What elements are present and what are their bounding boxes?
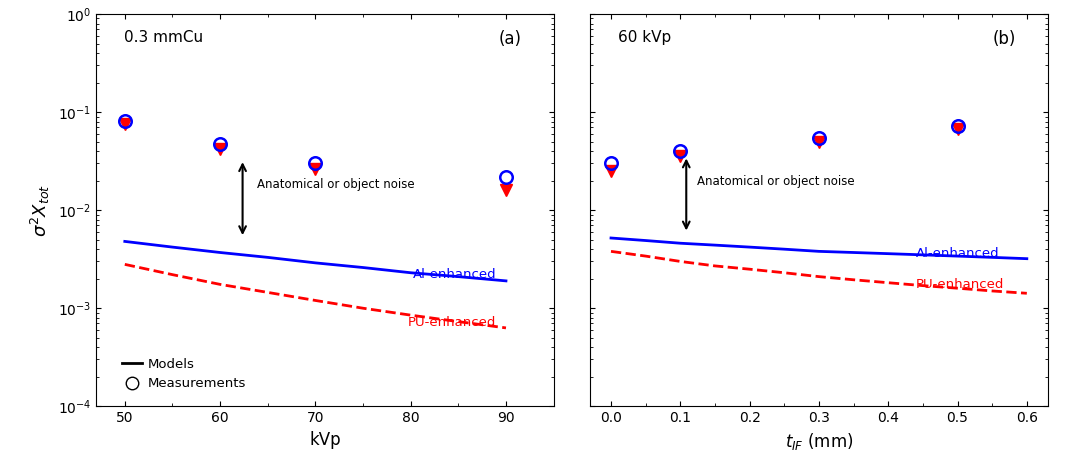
- Text: 60 kVp: 60 kVp: [618, 30, 671, 45]
- Text: 0.3 mmCu: 0.3 mmCu: [124, 30, 203, 45]
- X-axis label: $t_{IF}$ (mm): $t_{IF}$ (mm): [785, 431, 853, 452]
- Text: PU-enhanced: PU-enhanced: [408, 316, 496, 329]
- Y-axis label: $\sigma^2 X_{tot}$: $\sigma^2 X_{tot}$: [29, 184, 52, 237]
- Text: Al-enhanced: Al-enhanced: [916, 247, 1000, 260]
- Text: Anatomical or object noise: Anatomical or object noise: [257, 178, 415, 191]
- Text: Anatomical or object noise: Anatomical or object noise: [697, 175, 854, 188]
- Text: (b): (b): [993, 30, 1017, 48]
- Text: PU-enhanced: PU-enhanced: [916, 278, 1004, 291]
- Text: Al-enhanced: Al-enhanced: [413, 268, 496, 281]
- Text: (a): (a): [499, 30, 522, 48]
- X-axis label: kVp: kVp: [309, 431, 341, 449]
- Legend: Models, Measurements: Models, Measurements: [117, 353, 252, 396]
